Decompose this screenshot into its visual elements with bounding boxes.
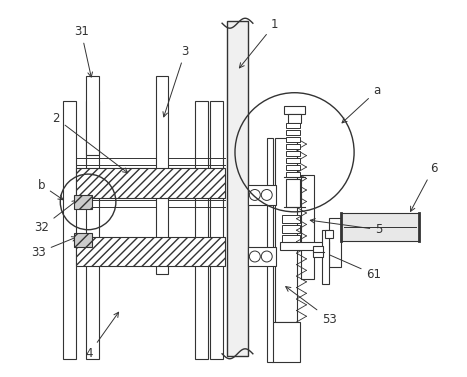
Bar	[280, 242, 329, 250]
Bar	[341, 213, 418, 241]
Bar	[282, 234, 299, 242]
Bar	[248, 247, 276, 267]
Bar	[286, 172, 299, 177]
Bar	[267, 138, 273, 362]
Text: 31: 31	[74, 25, 92, 77]
Text: 5: 5	[310, 219, 382, 236]
Text: 4: 4	[85, 312, 119, 360]
Text: 33: 33	[31, 237, 77, 259]
Bar	[286, 158, 299, 163]
Bar	[286, 179, 299, 207]
Bar	[74, 195, 92, 209]
Bar	[275, 138, 297, 322]
Bar	[286, 137, 299, 143]
Bar	[283, 106, 305, 113]
Bar	[288, 113, 302, 124]
Bar	[74, 233, 92, 247]
Bar	[195, 101, 208, 359]
Bar	[286, 144, 299, 149]
Bar	[286, 124, 299, 129]
Bar	[272, 322, 299, 362]
Bar	[76, 237, 225, 267]
Bar	[210, 101, 223, 359]
Bar	[325, 230, 333, 238]
Bar	[313, 245, 323, 257]
Text: 61: 61	[321, 251, 382, 281]
Text: 1: 1	[240, 18, 278, 68]
Bar	[156, 76, 169, 274]
Bar	[329, 218, 341, 267]
Text: a: a	[342, 84, 381, 123]
Text: 6: 6	[410, 162, 437, 211]
Bar	[322, 230, 329, 284]
Bar	[286, 165, 299, 170]
Bar	[86, 101, 99, 359]
Bar	[227, 21, 248, 356]
Bar	[86, 76, 99, 155]
Bar	[286, 151, 299, 156]
Text: 53: 53	[286, 287, 337, 325]
Bar	[286, 130, 299, 135]
Bar	[282, 225, 299, 233]
Bar	[282, 215, 299, 223]
Text: b: b	[38, 179, 63, 200]
Text: 32: 32	[34, 200, 77, 234]
Bar	[76, 168, 225, 198]
Text: 3: 3	[163, 44, 189, 117]
Bar	[248, 185, 276, 205]
Bar	[63, 101, 76, 359]
Bar	[302, 175, 314, 279]
Text: 2: 2	[53, 112, 127, 173]
